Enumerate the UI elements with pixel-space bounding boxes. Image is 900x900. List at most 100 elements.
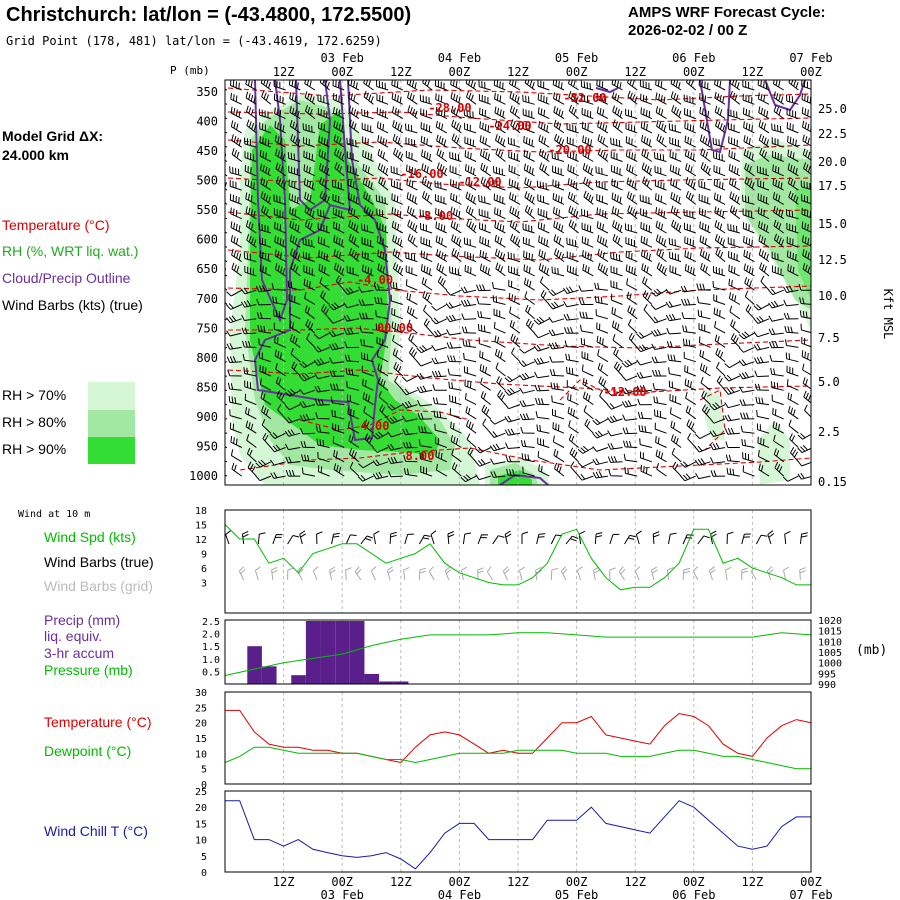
cross-section-wind-barb [683,209,696,220]
cross-section-wind-barb [463,366,477,377]
wind-barb-10m-grid [287,567,294,581]
top-date-label: 05 Feb [555,51,598,65]
cross-section-wind-barb [226,289,242,297]
cross-section-wind-barb [520,439,535,448]
cross-section-wind-barb [650,329,667,337]
cross-section-wind-barb [715,348,726,363]
cross-section-wind-barb [538,263,550,277]
cross-section-wind-barb [539,162,550,177]
wind-barb-10m-true [767,530,775,545]
cross-section-wind-barb [244,151,257,162]
cross-section-wind-barb [507,137,521,148]
cross-section-wind-barb [305,319,316,334]
cross-section-wind-barb [461,313,477,320]
cross-section-wind-barb [348,234,360,248]
cross-section-wind-barb [725,454,740,463]
cross-section-wind-barb [230,92,242,105]
cross-section-wind-barb [610,293,623,305]
wind-barbs-cross-section [225,80,811,483]
cross-section-wind-barb [343,327,359,335]
cross-section-wind-barb [463,352,477,363]
cross-section-wind-barb [668,123,682,134]
cross-section-wind-barb [391,106,404,120]
cross-section-wind-barb [696,283,711,291]
cross-section-wind-barb [554,133,565,148]
cross-section-wind-barb [231,248,242,263]
cross-section-wind-barb [626,191,638,205]
cross-section-wind-barb [450,91,462,105]
cross-section-wind-barb [391,92,404,105]
cross-section-wind-barb [742,222,755,234]
cross-section-wind-barb [392,248,404,263]
cross-section-wind-barb [391,207,404,220]
cross-section-wind-barb [465,205,477,220]
top-hour-label: 12Z [390,65,412,79]
cross-section-wind-barb [640,107,653,120]
cross-section-wind-barb [229,180,242,191]
cross-section-wind-barb [329,357,345,364]
cross-section-wind-barb [288,193,301,205]
legend-rh: RH (%, WRT liq. wat.) [2,243,139,259]
cross-section-wind-barb [534,371,550,379]
cross-section-wind-barb [787,405,799,420]
temperature-tick-label: 10 [195,749,207,760]
cross-section-wind-barb [478,337,491,348]
cross-section-wind-barb [637,398,652,406]
cross-section-wind-barb [277,404,286,420]
cross-section-wind-barb [670,434,682,448]
cross-section-wind-barb [374,296,389,305]
cross-section-wind-barb [494,248,506,263]
cross-section-wind-barb [436,262,448,277]
cross-section-wind-barb [509,91,521,105]
cross-section-wind-barb [229,422,242,434]
wind-barb-10m-true [225,530,231,545]
cross-section-wind-barb [420,222,433,234]
wind-barbs-true-label: Wind Barbs (true) [44,554,154,570]
cross-section-wind-barb [567,265,579,277]
cross-section-wind-barb [314,385,330,393]
cross-section-wind-barb [275,176,286,191]
cross-section-wind-barb [612,233,623,248]
cross-section-wind-barb [536,180,550,191]
cross-section-wind-barb [654,409,667,420]
cross-section-wind-barb [655,80,667,91]
cross-section-wind-barb [362,150,374,162]
cross-section-wind-barb [583,176,594,191]
cross-section-wind-barb [508,279,521,291]
cross-section-wind-barb [788,80,799,91]
cross-section-wind-barb [802,249,811,261]
cross-section-wind-barb [773,219,784,234]
cross-section-wind-barb [435,93,447,105]
wind-barb-10m-grid [477,567,484,581]
cross-section-wind-barb [422,80,433,91]
pressure-tick-label: 400 [196,115,218,129]
cross-section-wind-barb [597,234,609,248]
cross-section-wind-barb [379,404,389,420]
cross-section-wind-barb [347,80,360,91]
cross-section-wind-barb [553,105,565,120]
cross-section-wind-barb [256,298,271,306]
precip-bar [247,646,262,684]
cross-section-wind-barb [578,285,594,292]
cross-section-wind-barb [701,390,711,405]
kft-tick-label: 20.0 [818,155,847,169]
cross-section-wind-barb [742,452,755,463]
wind-chill-line [225,800,811,870]
cross-section-wind-barb [289,206,301,220]
cross-section-wind-barb [608,469,623,477]
wind-barb-10m-true [257,532,266,545]
cross-section-wind-barb [226,315,242,324]
cross-section-wind-barb [260,391,272,406]
cross-section-wind-barb [273,80,286,91]
cross-section-wind-barb [595,180,609,191]
cross-section-wind-barb [523,250,535,263]
precip-bars [247,621,409,684]
cross-section-wind-barb [274,349,286,363]
cross-section-wind-barb [611,206,623,220]
forecast-cycle-label: AMPS WRF Forecast Cycle: [628,4,826,21]
cross-section-wind-barb [742,80,755,91]
cross-section-wind-barb [784,325,799,334]
cross-section-wind-barb [802,120,811,133]
cross-section-wind-barb [505,455,520,463]
cross-section-wind-barb [682,325,696,334]
